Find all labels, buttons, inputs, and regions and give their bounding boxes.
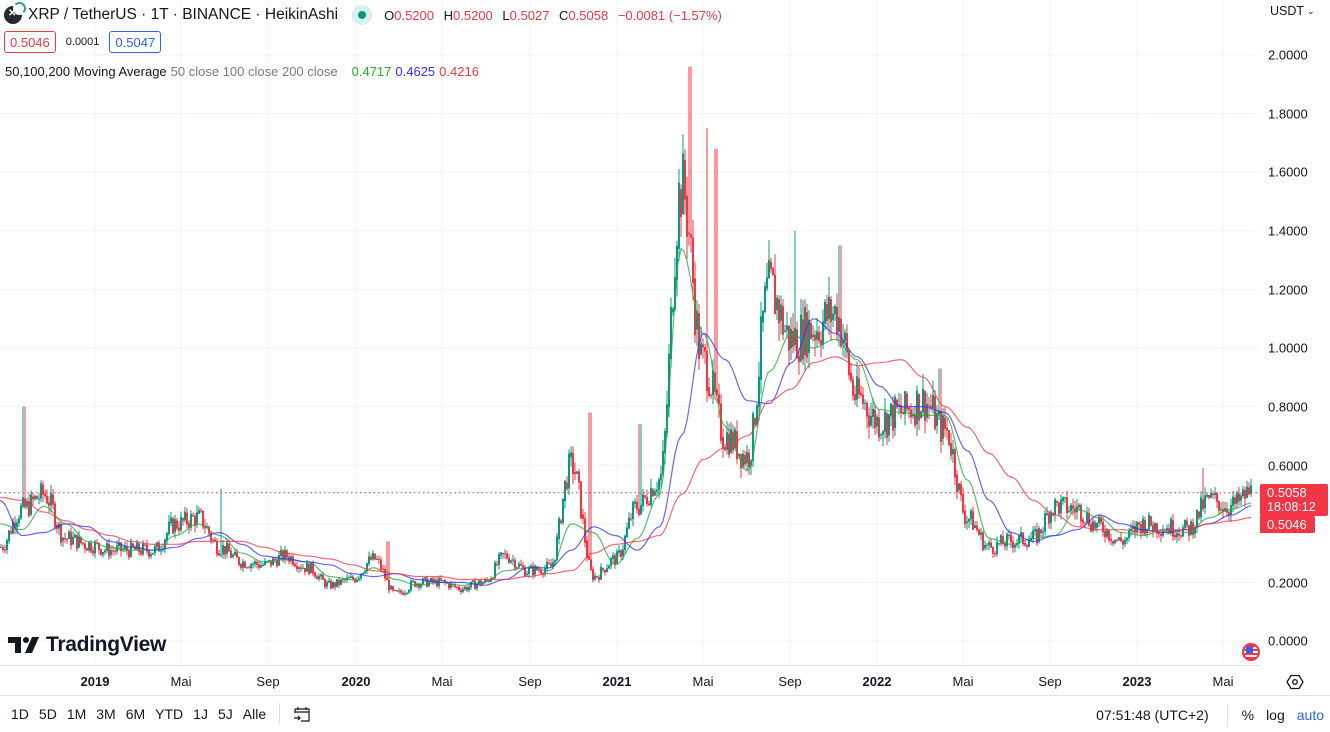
ma200-line [0,356,1252,581]
spread-value: 0.0001 [65,36,100,48]
ma100-value: 0.4625 [395,63,436,79]
time-tick: 2023 [1122,674,1152,689]
price-chart-canvas[interactable] [0,0,1260,665]
percent-scale-toggle[interactable]: % [1241,706,1255,723]
sell-price-button[interactable]: 0.5046 [4,31,56,53]
range-button-1m[interactable]: 1M [66,706,87,722]
currency-selector[interactable]: USDT ⌄ [1270,4,1315,18]
auto-scale-toggle[interactable]: auto [1296,706,1324,723]
time-tick: Sep [1038,674,1062,689]
time-tick: 2019 [80,674,110,689]
date-range-buttons: 1D 5D 1M 3M 6M YTD 1J 5J Alle [6,699,271,729]
ma50-line [0,247,1252,586]
time-tick: Mai [170,674,192,689]
symbol-title[interactable]: XRP / TetherUS · 1T · BINANCE · HeikinAs… [28,6,339,23]
xrp-coin-icon [4,2,26,24]
range-button-1j[interactable]: 1J [193,706,208,722]
ohlc-values: O0.5200 H0.5200 L0.5027 C0.5058 −0.0081 … [384,7,722,23]
gear-icon [1286,674,1304,690]
log-scale-toggle[interactable]: log [1266,706,1285,723]
scale-tools: 07:51:48 (UTC+2) % log auto [1096,696,1330,732]
price-tick: 1.2000 [1268,282,1308,298]
ma50-value: 0.4717 [351,63,392,79]
range-button-ytd[interactable]: YTD [155,706,184,722]
go-to-date-button[interactable] [288,700,316,728]
range-button-1d[interactable]: 1D [11,706,29,722]
range-button-3m[interactable]: 3M [96,706,116,722]
price-tick: 0.2000 [1268,575,1308,591]
ma200-value: 0.4216 [439,63,479,79]
price-tick: 1.8000 [1268,106,1308,122]
time-tick: Sep [256,674,280,689]
moving-average-legend[interactable]: 50,100,200 Moving Average 50 close 100 c… [5,62,483,80]
range-button-5j[interactable]: 5J [217,706,233,722]
price-tick: 0.0000 [1268,633,1308,649]
chevron-down-icon: ⌄ [1307,5,1315,16]
bottom-toolbar: 1D 5D 1M 3M 6M YTD 1J 5J Alle 07:51:48 (UTC+2) %… [0,695,1330,732]
tradingview-mark-icon [8,636,40,654]
price-tick: 1.6000 [1268,164,1308,180]
price-axis[interactable]: 2.0000 1.8000 1.6000 1.4000 1.2000 1.000… [1260,0,1330,665]
buy-price-button[interactable]: 0.5047 [109,31,162,53]
range-button-alle[interactable]: Alle [242,706,267,722]
indicator-name: 50,100,200 Moving Average [5,63,167,79]
price-change: −0.0081 (−1.57%) [617,7,722,23]
toolbar-divider [279,703,281,725]
time-tick: Mai [431,674,453,689]
bid-ask-row: 0.5046 0.0001 0.5047 [4,30,162,54]
price-tick: 1.0000 [1268,340,1308,356]
chart-plot-area[interactable] [0,0,1260,665]
last-price-label: 0.5058 18:08:12 [1260,484,1328,516]
chart-settings-button[interactable] [1284,671,1306,693]
price-tick: 1.4000 [1268,223,1308,239]
tradingview-logo[interactable]: TradingView [8,633,166,657]
bid-price-label: 0.5046 [1260,516,1315,533]
time-tick: Mai [952,674,974,689]
bar-countdown: 18:08:12 [1267,500,1316,514]
indicator-params: 50 close 100 close 200 close [170,63,338,79]
us-flag-icon[interactable] [1242,643,1260,661]
range-button-5d[interactable]: 5D [38,706,57,722]
ma100-line [0,318,1252,586]
price-tick: 2.0000 [1268,47,1308,63]
heikin-ashi-candles [0,66,1252,597]
time-tick: Sep [778,674,802,689]
symbol-legend: XRP / TetherUS · 1T · BINANCE · HeikinAs… [4,2,722,26]
range-button-6m[interactable]: 6M [125,706,146,722]
calendar-goto-icon [294,707,310,722]
time-tick: 2022 [862,674,892,689]
time-tick: 2021 [602,674,632,689]
time-axis[interactable]: 2019 Mai Sep 2020 Mai Sep 2021 Mai Sep 2022 Mai Sep… [0,665,1260,695]
market-open-status-icon[interactable] [352,5,373,25]
time-tick: Mai [1212,674,1234,689]
time-tick: Mai [692,674,714,689]
time-tick: Sep [518,674,542,689]
grid-lines [0,0,1260,665]
timezone-clock[interactable]: 07:51:48 (UTC+2) [1096,706,1209,723]
price-tick: 0.6000 [1268,458,1308,474]
time-tick: 2020 [341,674,371,689]
price-tick: 0.8000 [1268,399,1308,415]
toolbar-divider [1226,703,1228,726]
